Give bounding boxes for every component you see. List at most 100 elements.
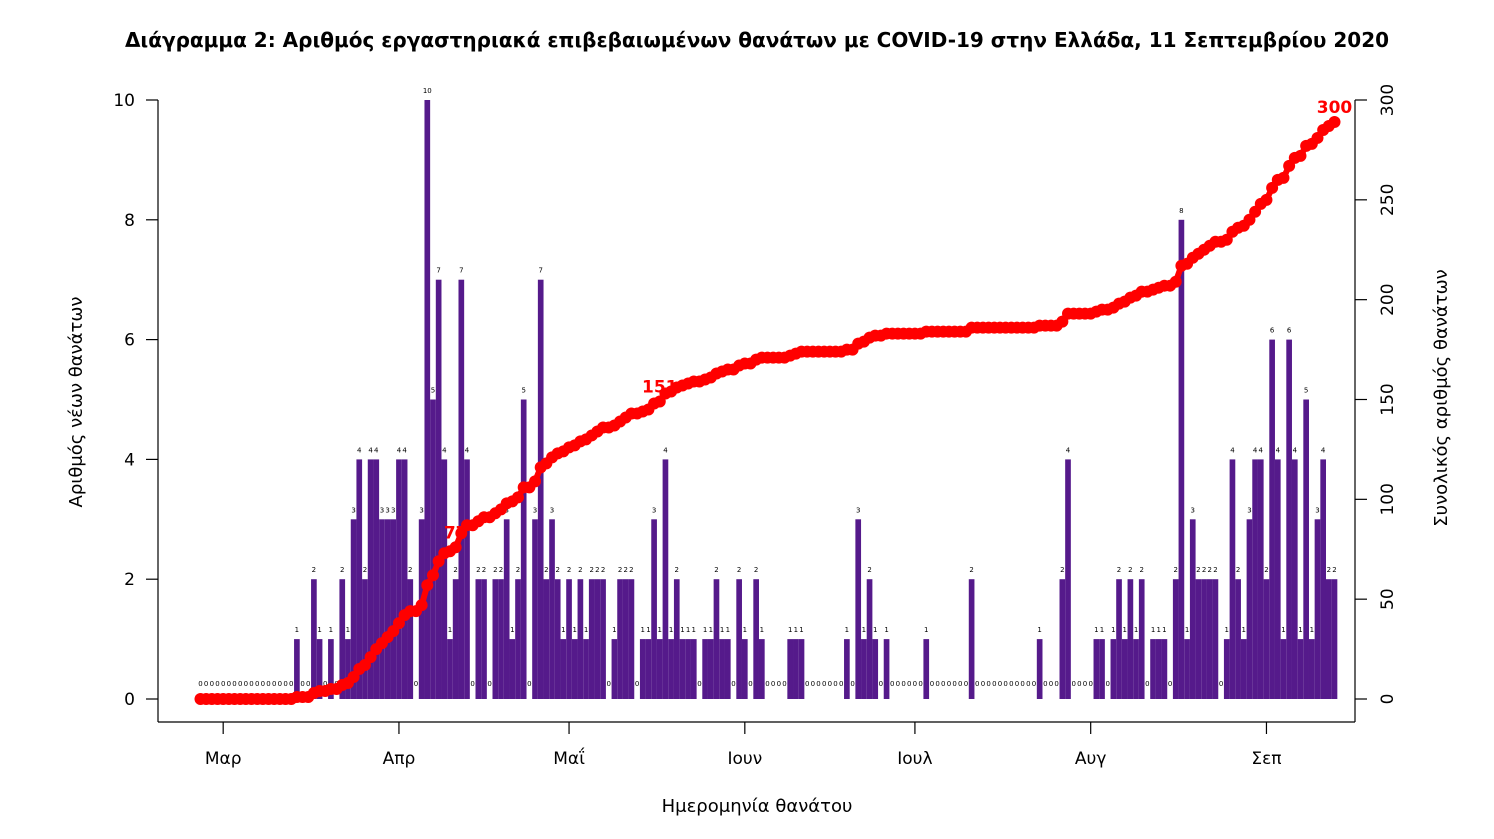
bar — [543, 579, 550, 699]
x-tick-label: Ιουν — [727, 749, 762, 769]
bar-value-label: 1 — [1310, 626, 1314, 634]
cumulative-point — [1260, 193, 1273, 206]
bar — [855, 519, 862, 699]
bar-value-label: 0 — [527, 680, 531, 688]
bar-value-label: 4 — [402, 446, 407, 454]
bar-value-label: 1 — [1151, 626, 1155, 634]
bar-value-label: 4 — [1259, 446, 1264, 454]
y2-tick-label: 250 — [1378, 184, 1398, 216]
bar-value-label: 4 — [397, 446, 402, 454]
bar-value-label: 0 — [771, 680, 775, 688]
bar-value-label: 1 — [845, 626, 849, 634]
bar-value-label: 0 — [283, 680, 287, 688]
bar — [1212, 579, 1219, 699]
bar-value-label: 1 — [1162, 626, 1166, 634]
bar — [690, 639, 697, 699]
bar — [861, 639, 867, 699]
bar-value-label: 2 — [1139, 566, 1143, 574]
bar — [441, 459, 448, 699]
bar-value-label: 1 — [726, 626, 730, 634]
bar-value-label: 1 — [572, 626, 576, 634]
bar — [1297, 639, 1304, 699]
bar-value-label: 0 — [1083, 680, 1087, 688]
bar — [1138, 579, 1145, 699]
bar — [345, 639, 351, 699]
bar-value-label: 2 — [516, 566, 520, 574]
bar — [1093, 639, 1100, 699]
bar-value-label: 4 — [1253, 446, 1258, 454]
bar-value-label: 0 — [1088, 680, 1092, 688]
bar — [1195, 579, 1202, 699]
bar — [787, 639, 794, 699]
bar — [883, 639, 890, 699]
bar-value-label: 1 — [1156, 626, 1160, 634]
bar — [515, 579, 521, 699]
bar — [435, 279, 442, 699]
bar — [566, 579, 572, 699]
bar — [872, 639, 879, 699]
bar-value-label: 2 — [1202, 566, 1206, 574]
bar-value-label: 5 — [431, 387, 435, 395]
bar — [1269, 339, 1275, 699]
bar — [844, 639, 850, 699]
bar-value-label: 0 — [918, 680, 922, 688]
bar — [1246, 519, 1253, 699]
x-tick-label: Μαΐ — [553, 746, 585, 769]
cumulative-point — [415, 599, 428, 612]
bar-value-label: 0 — [782, 680, 786, 688]
bar-value-label: 2 — [1208, 566, 1212, 574]
bar-value-label: 2 — [499, 566, 503, 574]
bar-value-label: 0 — [941, 680, 945, 688]
bar-value-label: 1 — [924, 626, 928, 634]
bar-value-label: 4 — [1276, 446, 1281, 454]
bar — [1252, 459, 1258, 699]
bar — [1127, 579, 1134, 699]
bar — [554, 579, 561, 699]
bar-value-label: 2 — [312, 566, 316, 574]
cumulative-point — [529, 475, 542, 488]
bar-value-label: 1 — [720, 626, 724, 634]
bar — [458, 279, 465, 699]
bar — [1150, 639, 1156, 699]
x-tick-label: Μαρ — [205, 749, 242, 769]
bar — [656, 639, 663, 699]
bar — [390, 519, 397, 699]
bar-value-label: 2 — [589, 566, 593, 574]
y-tick-label: 6 — [124, 331, 135, 351]
bar — [1059, 579, 1066, 699]
bar — [594, 579, 601, 699]
bar-value-label: 1 — [510, 626, 514, 634]
bar-value-label: 4 — [368, 446, 373, 454]
bar — [968, 579, 975, 699]
bar — [452, 579, 459, 699]
bar-value-label: 0 — [901, 680, 905, 688]
y2-tick-label: 300 — [1378, 84, 1398, 116]
cumulative-point — [449, 541, 462, 554]
cumulative-point — [1294, 149, 1307, 162]
y2-tick-label: 100 — [1378, 483, 1398, 515]
y2-tick-label: 200 — [1378, 283, 1398, 315]
bar — [316, 639, 323, 699]
bar — [617, 579, 623, 699]
bar — [628, 579, 635, 699]
bar-value-label: 1 — [692, 626, 696, 634]
bar-value-label: 3 — [550, 506, 554, 514]
bar — [339, 579, 346, 699]
bar-value-label: 1 — [788, 626, 792, 634]
bar-value-label: 3 — [385, 506, 389, 514]
bar-value-label: 1 — [317, 626, 321, 634]
cumulative-label: 300 — [1317, 98, 1353, 118]
bar-value-label: 0 — [850, 680, 854, 688]
bar — [1065, 459, 1071, 699]
bar-value-label: 1 — [680, 626, 684, 634]
bar-value-label: 0 — [210, 680, 214, 688]
bar-value-label: 0 — [470, 680, 474, 688]
bar-value-label: 4 — [374, 446, 379, 454]
bar — [759, 639, 765, 699]
bar — [577, 579, 584, 699]
bar — [707, 639, 714, 699]
bar-value-label: 1 — [794, 626, 798, 634]
bar-value-label: 0 — [1020, 680, 1024, 688]
bar — [430, 399, 436, 699]
bar-value-label: 1 — [1134, 626, 1138, 634]
